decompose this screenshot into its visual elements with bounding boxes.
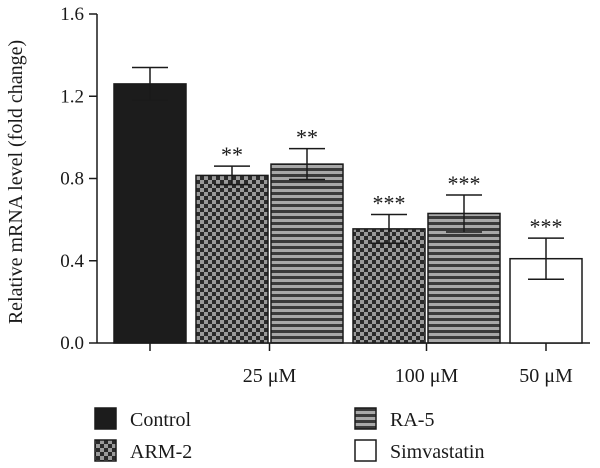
significance-mark: *** (373, 190, 406, 215)
legend-label-arm-2: ARM-2 (130, 441, 192, 463)
bar-arm-2 (352, 228, 426, 344)
group-label-100-m: 100 μM (395, 365, 459, 387)
legend-swatch-ra-5 (354, 407, 377, 430)
plot-area: 0.0 0.4 0.8 1.2 1.6 25 μM ** ** 100 μM *** *** 50 μ… (60, 4, 590, 387)
significance-mark: ** (296, 125, 318, 150)
y-tick-label: 1.2 (60, 86, 84, 107)
group-label-50-m: 50 μM (519, 365, 573, 387)
y-tick-label: 0.0 (60, 333, 84, 354)
legend-label-ra-5: RA-5 (390, 409, 434, 431)
legend-swatch-control (94, 407, 117, 430)
y-tick-label: 0.4 (60, 251, 84, 272)
y-axis-label: Relative mRNA level (fold change) (5, 40, 27, 324)
y-tick-label: 0.8 (60, 169, 84, 190)
bar-ra-5 (427, 212, 501, 344)
bar-arm-2 (195, 174, 269, 344)
legend-swatch-simvastatin (354, 439, 377, 462)
significance-mark: *** (530, 214, 563, 239)
y-tick-label: 1.6 (60, 4, 84, 25)
legend: Control RA-5 ARM-2 Simvastatin (94, 407, 484, 463)
legend-label-simvastatin: Simvastatin (390, 441, 484, 463)
group-label-25-m: 25 μM (243, 365, 297, 387)
bar-control (113, 83, 187, 344)
significance-mark: *** (448, 171, 481, 196)
legend-swatch-arm-2 (94, 439, 117, 462)
significance-mark: ** (221, 142, 243, 167)
bar-ra-5 (270, 163, 344, 344)
legend-label-control: Control (130, 409, 192, 431)
